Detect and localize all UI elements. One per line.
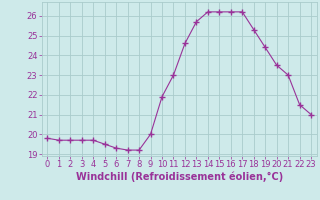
X-axis label: Windchill (Refroidissement éolien,°C): Windchill (Refroidissement éolien,°C)	[76, 172, 283, 182]
